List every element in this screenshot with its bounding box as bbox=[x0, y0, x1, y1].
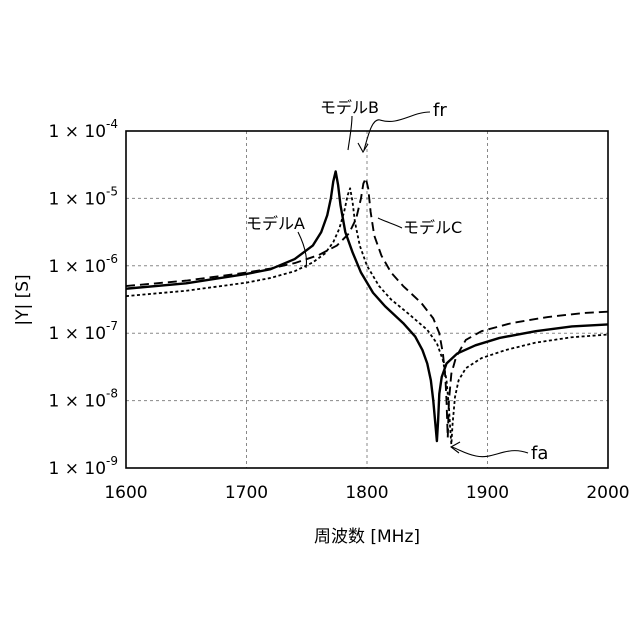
annotation-fr: fr bbox=[433, 100, 447, 121]
x-tick-labels: 1600 1700 1800 1900 2000 bbox=[104, 483, 629, 503]
annotation-model-c: モデルC bbox=[403, 218, 462, 237]
leader-model-b bbox=[348, 116, 352, 150]
annotation-fa: fa bbox=[531, 443, 548, 464]
x-tick-label: 1800 bbox=[345, 483, 388, 503]
series-line-b bbox=[126, 188, 608, 444]
x-axis-label: 周波数 [MHz] bbox=[314, 527, 420, 547]
y-tick-label: 1 × 10-8 bbox=[49, 387, 118, 412]
leader-model-c bbox=[378, 218, 402, 228]
arrow-fa bbox=[452, 447, 528, 457]
y-tick-label: 1 × 10-4 bbox=[49, 117, 118, 142]
y-tick-label: 1 × 10-6 bbox=[49, 252, 118, 277]
annotation-model-a: モデルA bbox=[246, 214, 305, 233]
leader-model-a bbox=[298, 232, 307, 268]
x-tick-label: 1700 bbox=[225, 483, 268, 503]
arrow-fa-head bbox=[451, 442, 460, 453]
annotations: モデルA モデルB モデルC fr fa bbox=[246, 98, 548, 464]
y-tick-label: 1 × 10-5 bbox=[49, 184, 118, 209]
x-tick-label: 2000 bbox=[586, 483, 629, 503]
y-tick-label: 1 × 10-7 bbox=[49, 319, 118, 344]
annotation-model-b: モデルB bbox=[320, 98, 379, 117]
y-tick-label: 1 × 10-9 bbox=[49, 454, 118, 479]
y-tick-labels: 1 × 10-4 1 × 10-5 1 × 10-6 1 × 10-7 1 × 10-8… bbox=[49, 117, 118, 479]
x-tick-label: 1900 bbox=[466, 483, 509, 503]
x-tick-label: 1600 bbox=[104, 483, 147, 503]
y-axis-label: |Y| [S] bbox=[13, 274, 33, 325]
